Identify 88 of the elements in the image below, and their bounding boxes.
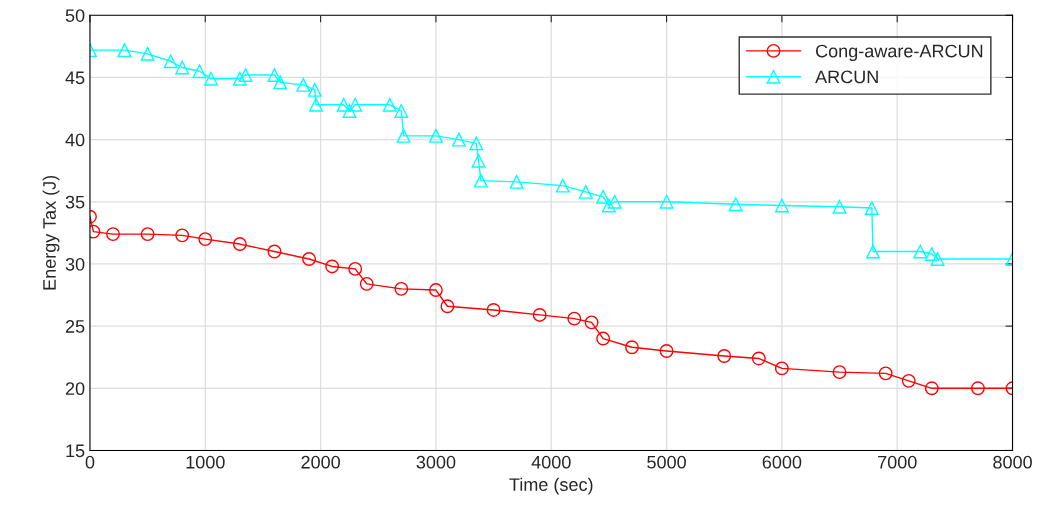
point <box>659 194 674 209</box>
point <box>307 82 322 97</box>
point <box>192 64 207 79</box>
y-tick-label: 40 <box>65 133 85 147</box>
point <box>428 283 443 298</box>
x-tick-label: 2000 <box>301 455 340 469</box>
point <box>866 244 880 259</box>
y-tick-label: 50 <box>65 9 85 22</box>
point <box>864 201 879 215</box>
x-tick-label: 3000 <box>416 455 456 469</box>
point <box>473 173 488 188</box>
point <box>970 381 985 396</box>
point <box>555 178 570 193</box>
point <box>607 194 622 209</box>
point <box>596 189 611 204</box>
point <box>348 97 363 112</box>
point <box>348 261 363 276</box>
legend-label: Cong-aware-ARCUN <box>816 44 983 61</box>
point <box>175 60 190 75</box>
point <box>452 132 466 147</box>
point <box>751 351 766 366</box>
point <box>117 43 132 58</box>
x-tick-label: 7000 <box>878 455 917 469</box>
y-tick-label: 25 <box>65 320 85 333</box>
point <box>302 252 317 266</box>
y-tick-label: 20 <box>65 382 85 396</box>
y-tick-label: 35 <box>65 195 85 209</box>
y-tick-label: 15 <box>66 444 85 458</box>
point <box>238 68 253 82</box>
x-tick-label: 6000 <box>762 455 802 469</box>
point <box>924 381 939 396</box>
point <box>578 184 593 199</box>
point <box>509 174 524 189</box>
point <box>567 311 582 326</box>
point <box>163 54 178 69</box>
point <box>204 71 218 86</box>
point <box>396 128 411 143</box>
point <box>273 75 288 90</box>
point <box>198 232 213 247</box>
x-tick-label: 8000 <box>993 455 1032 469</box>
point <box>901 373 916 388</box>
y-tick-label: 45 <box>65 71 85 85</box>
point <box>659 344 674 358</box>
point <box>342 104 357 118</box>
point <box>394 104 409 118</box>
point <box>232 237 247 252</box>
y-axis-title: Energy Tax (J) <box>42 175 60 290</box>
point <box>440 299 455 314</box>
point <box>774 198 789 213</box>
point <box>359 276 374 291</box>
point <box>532 307 547 322</box>
point <box>267 244 282 259</box>
point <box>469 136 484 151</box>
x-tick-label: 0 <box>85 455 95 469</box>
point <box>486 303 501 317</box>
point <box>296 77 311 92</box>
point <box>832 365 847 380</box>
point <box>325 259 340 274</box>
point <box>428 128 443 143</box>
point <box>584 315 599 330</box>
legend-label: ARCUN <box>815 70 878 84</box>
point <box>930 252 945 266</box>
point <box>309 97 323 112</box>
point <box>140 46 155 61</box>
point <box>471 153 486 168</box>
y-tick-label: 30 <box>65 257 85 271</box>
point <box>596 331 611 346</box>
point <box>717 349 732 363</box>
point <box>267 68 282 82</box>
point <box>924 247 939 261</box>
point <box>106 227 120 242</box>
point <box>913 244 928 259</box>
point <box>232 71 247 86</box>
point <box>625 340 639 355</box>
x-axis-title: Time (sec) <box>509 477 593 495</box>
point <box>175 228 190 243</box>
point <box>394 281 409 296</box>
point <box>832 199 847 214</box>
point <box>728 197 743 212</box>
point <box>336 97 351 112</box>
x-tick-label: 1000 <box>186 455 225 469</box>
point <box>774 361 789 376</box>
point <box>382 97 397 112</box>
x-tick-label: 4000 <box>531 455 571 469</box>
point <box>140 227 155 242</box>
point <box>601 198 616 213</box>
point <box>878 366 893 381</box>
x-tick-label: 5000 <box>647 455 686 469</box>
